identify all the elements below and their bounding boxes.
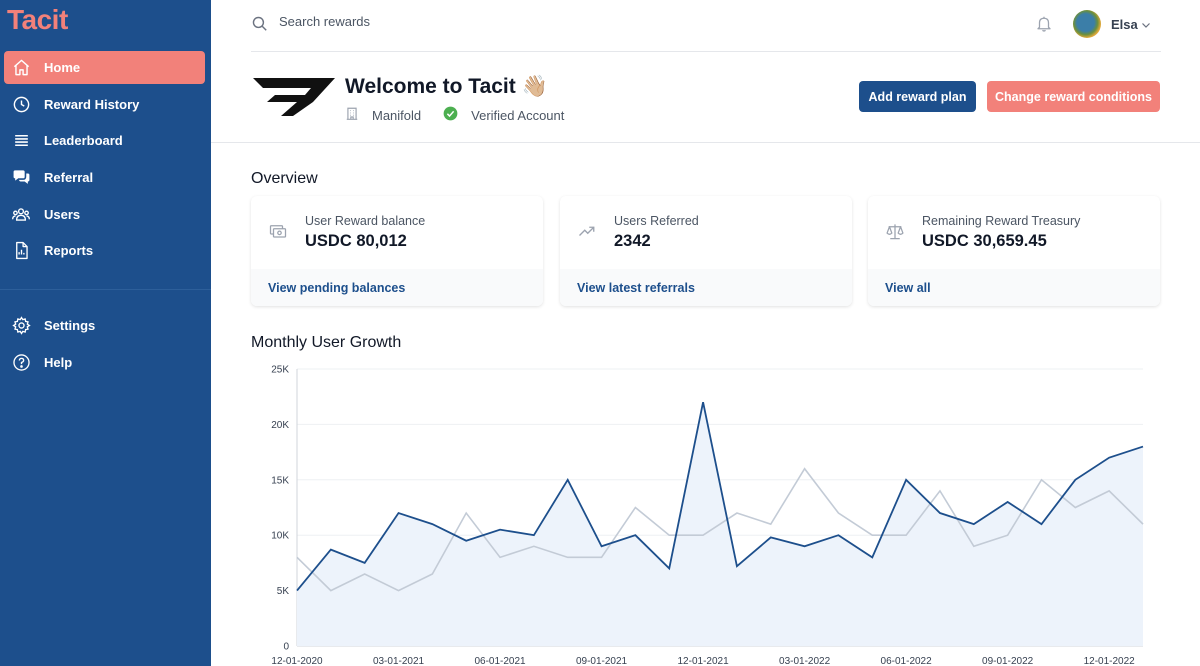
sidebar-item-reports[interactable]: Reports <box>4 234 205 267</box>
card-label: Users Referred <box>614 214 699 228</box>
series-line-primary <box>296 402 1144 592</box>
card-value: 2342 <box>614 232 651 250</box>
x-tick-label: 03-01-2022 <box>779 656 831 666</box>
avatar[interactable] <box>1073 10 1101 38</box>
scale-icon <box>885 222 905 246</box>
series-line-secondary <box>296 467 1144 592</box>
sidebar-divider <box>0 289 211 290</box>
y-tick-label: 15K <box>271 475 289 486</box>
gear-icon <box>11 316 31 336</box>
sidebar-item-leaderboard[interactable]: Leaderboard <box>4 124 205 157</box>
building-icon <box>345 106 366 124</box>
sidebar-item-help[interactable]: Help <box>4 346 205 379</box>
bell-icon[interactable] <box>1035 14 1053 38</box>
view-latest-referrals-link[interactable]: View latest referrals <box>560 269 852 306</box>
page-header: Welcome to Tacit 👋🏼 Manifold Verified Ac… <box>211 52 1200 143</box>
users-referred-card: Users Referred 2342 View latest referral… <box>560 196 852 306</box>
verified-label: Verified Account <box>471 107 565 123</box>
x-tick-label: 12-01-2022 <box>1084 656 1136 666</box>
sidebar-item-referral[interactable]: Referral <box>4 161 205 194</box>
chart-title: Monthly User Growth <box>251 334 402 351</box>
chat-icon <box>11 168 31 188</box>
sidebar-item-label: Home <box>44 60 81 75</box>
search-input[interactable] <box>279 14 679 29</box>
sidebar-item-settings[interactable]: Settings <box>4 309 205 342</box>
x-tick-label: 12-01-2020 <box>271 656 323 666</box>
verified-status: Verified Account <box>443 106 564 124</box>
sidebar-item-label: Help <box>44 354 73 370</box>
trending-up-icon <box>577 222 597 245</box>
top-bar: Elsa <box>251 0 1161 52</box>
monthly-user-growth-chart: 0 5K 10K 15K 20K 25K 12-01-2020 03-01-2021 06-01… <box>271 365 1144 666</box>
card-value: USDC 30,659.45 <box>922 232 1047 250</box>
view-all-link[interactable]: View all <box>868 269 1160 306</box>
card-value: USDC 80,012 <box>305 232 407 250</box>
sidebar-item-label: Leaderboard <box>44 133 123 149</box>
home-icon <box>11 58 31 78</box>
y-tick-label: 0 <box>283 642 289 653</box>
x-tick-label: 09-01-2022 <box>982 656 1034 666</box>
sidebar-nav: Home Reward History Leaderboard Referral… <box>4 51 205 271</box>
view-pending-balances-link[interactable]: View pending balances <box>251 269 543 306</box>
remaining-treasury-card: Remaining Reward Treasury USDC 30,659.45… <box>868 196 1160 306</box>
change-reward-conditions-button[interactable]: Change reward conditions <box>987 81 1160 112</box>
sidebar-item-label: Reports <box>44 243 94 259</box>
x-tick-label: 03-01-2021 <box>373 656 425 666</box>
account-meta: Manifold Verified Account <box>345 106 586 124</box>
y-tick-label: 25K <box>271 365 289 376</box>
y-tick-label: 10K <box>271 531 289 542</box>
x-tick-label: 06-01-2021 <box>474 656 526 666</box>
help-icon <box>11 352 31 372</box>
sidebar-item-users[interactable]: Users <box>4 198 205 231</box>
list-icon <box>11 131 31 151</box>
overview-title: Overview <box>251 170 318 187</box>
add-reward-plan-button[interactable]: Add reward plan <box>859 81 976 112</box>
sidebar-item-label: Users <box>44 206 81 222</box>
sidebar-item-label: Referral <box>44 170 94 186</box>
x-tick-label: 09-01-2021 <box>576 656 628 666</box>
company-logo <box>253 76 335 123</box>
users-icon <box>11 204 31 224</box>
sidebar-item-label: Settings <box>44 318 96 333</box>
check-circle-icon <box>443 106 465 124</box>
sidebar-item-label: Reward History <box>44 96 140 112</box>
chevron-down-icon[interactable] <box>1140 18 1152 36</box>
search-icon <box>251 15 268 37</box>
company-name: Manifold <box>372 107 422 123</box>
y-tick-label: 20K <box>271 420 289 431</box>
document-icon <box>11 241 31 261</box>
card-label: User Reward balance <box>305 214 426 228</box>
card-label: Remaining Reward Treasury <box>922 214 1081 228</box>
sidebar-bottom-nav: Settings Help <box>4 309 205 382</box>
user-name[interactable]: Elsa <box>1111 17 1138 32</box>
cash-icon <box>268 222 288 245</box>
brand-logo[interactable]: Tacit <box>7 4 68 35</box>
sidebar-item-home[interactable]: Home <box>4 51 205 84</box>
x-tick-label: 12-01-2021 <box>678 656 730 666</box>
y-tick-label: 5K <box>277 586 290 597</box>
clock-icon <box>11 94 31 114</box>
company-info: Manifold <box>345 106 421 124</box>
page-title: Welcome to Tacit 👋🏼 <box>345 75 548 98</box>
sidebar: Tacit Home Reward History Leaderboard Re… <box>0 0 211 666</box>
x-tick-label: 06-01-2022 <box>881 656 933 666</box>
sidebar-item-reward-history[interactable]: Reward History <box>4 88 205 121</box>
reward-balance-card: User Reward balance USDC 80,012 View pen… <box>251 196 543 306</box>
